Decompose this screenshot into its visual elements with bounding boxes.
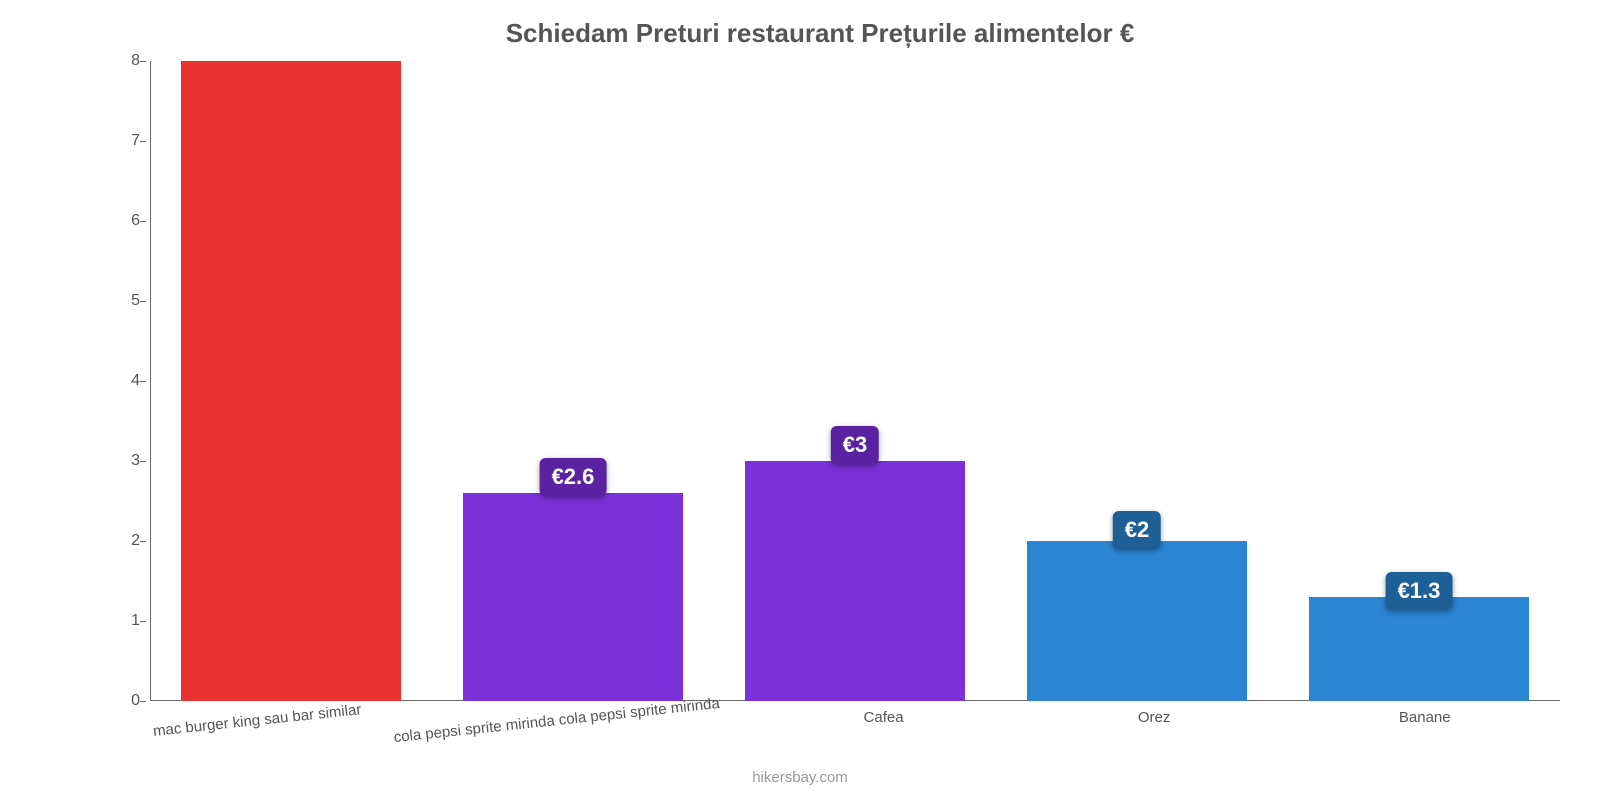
y-tick: 0: [100, 692, 140, 710]
bar: €8: [181, 61, 401, 701]
chart-title: Schiedam Preturi restaurant Prețurile al…: [80, 18, 1560, 49]
y-tick: 7: [100, 132, 140, 150]
y-tick: 2: [100, 532, 140, 550]
bars-container: €8 €2.6 €3 €2 €1.3: [150, 61, 1560, 701]
bar: €2: [1027, 541, 1247, 701]
bar-slot: €3: [714, 61, 996, 701]
x-label: Orez: [1019, 701, 1290, 726]
credit-text: hikersbay.com: [0, 769, 1600, 786]
plot-area: 012345678 €8€2.6€3€2€1.3 mac burger king…: [110, 61, 1560, 701]
x-labels: mac burger king sau bar similarcola peps…: [150, 701, 1560, 726]
bar-slot: €2: [996, 61, 1278, 701]
bar: €1.3: [1309, 597, 1529, 701]
bar-chart: Schiedam Preturi restaurant Prețurile al…: [0, 0, 1600, 800]
y-tick: 5: [100, 292, 140, 310]
y-tick: 3: [100, 452, 140, 470]
y-tick: 4: [100, 372, 140, 390]
value-badge: €2.6: [540, 458, 607, 496]
y-tick: 1: [100, 612, 140, 630]
x-label: Cafea: [748, 701, 1019, 726]
bar: €3: [745, 461, 965, 701]
bar: €2.6: [463, 493, 683, 701]
value-badge: €3: [831, 426, 879, 464]
x-label: Banane: [1289, 701, 1560, 726]
value-badge: €1.3: [1386, 572, 1453, 610]
value-badge: €2: [1113, 511, 1161, 549]
y-axis: 012345678: [100, 61, 140, 701]
bar-slot: €1.3: [1278, 61, 1560, 701]
y-tick: 8: [100, 52, 140, 70]
y-tick: 6: [100, 212, 140, 230]
bar-slot: €2.6: [432, 61, 714, 701]
bar-slot: €8: [150, 61, 432, 701]
